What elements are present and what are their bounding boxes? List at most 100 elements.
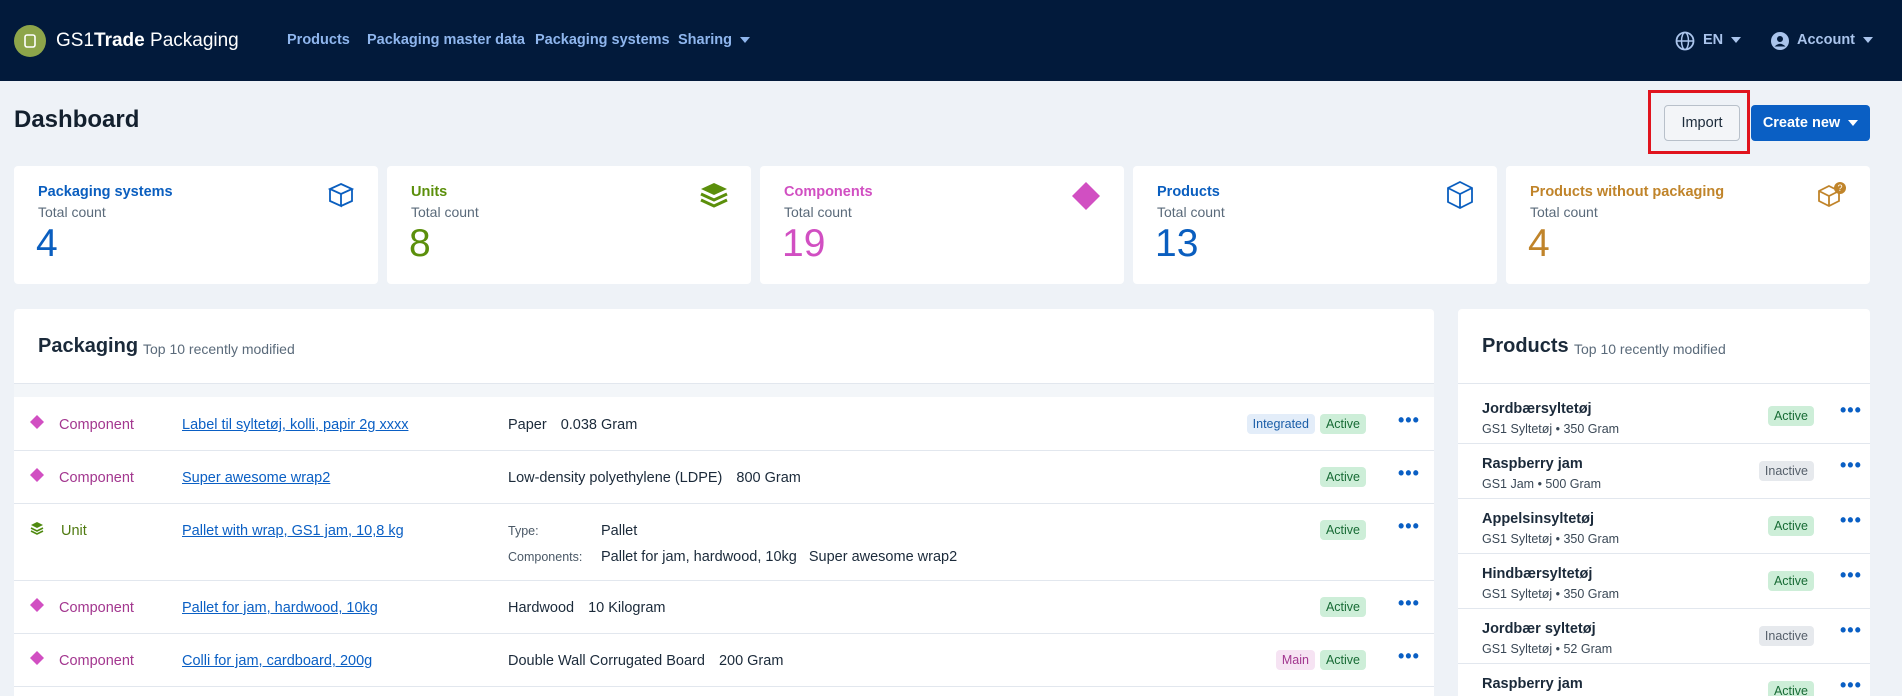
- card-count: 4: [1528, 222, 1550, 265]
- product-name[interactable]: Jordbærsyltetøj: [1482, 401, 1592, 417]
- nav-link[interactable]: Packaging master data: [367, 32, 525, 48]
- status-tag: Active: [1319, 467, 1366, 487]
- account-icon: [1770, 31, 1790, 56]
- material: Double Wall Corrugated Board: [508, 653, 705, 669]
- material: Low-density polyethylene (LDPE): [508, 470, 723, 486]
- panel-title: Products: [1482, 335, 1569, 357]
- product-name[interactable]: Jordbær syltetøj: [1482, 621, 1596, 637]
- packaging-row: Component Super awesome wrap2 Low-density …: [14, 451, 1434, 504]
- kind-label: Component: [59, 470, 134, 486]
- nav-link[interactable]: Products: [287, 32, 350, 48]
- status-tag: Inactive: [1758, 626, 1814, 646]
- detail-label: Type:: [508, 524, 539, 538]
- status-tag: Active: [1767, 516, 1814, 536]
- more-menu[interactable]: •••: [1398, 463, 1420, 483]
- product-name[interactable]: Hindbærsyltetøj: [1482, 566, 1593, 582]
- stat-card[interactable]: Units Total count 8: [387, 166, 751, 284]
- card-icon: [1070, 180, 1102, 217]
- more-menu[interactable]: •••: [1840, 455, 1862, 475]
- status-tag: Integrated: [1246, 414, 1315, 434]
- packaging-row: Component Pallet for jam, hardwood, 10kg H…: [14, 581, 1434, 634]
- kind-label: Component: [59, 600, 134, 616]
- product-detail: GS1 Syltetøj • 52 Gram: [1482, 642, 1613, 656]
- more-menu[interactable]: •••: [1840, 565, 1862, 585]
- details: Paper 0.038 Gram: [508, 417, 637, 433]
- more-menu[interactable]: •••: [1398, 593, 1420, 613]
- amount: 0.038 Gram: [560, 417, 638, 433]
- logo: [14, 25, 46, 57]
- kind-label: Component: [59, 653, 134, 669]
- kind-label: Unit: [61, 523, 87, 539]
- product-row: Jordbær syltetøj GS1 Syltetøj • 52 Gram In…: [1458, 609, 1870, 664]
- product-row: Raspberry jam GS1 Jam • 500 Gram Inactive •…: [1458, 444, 1870, 499]
- card-subtitle: Total count: [38, 204, 106, 220]
- packaging-row: Unit Pallet with wrap, GS1 jam, 10,8 kg Ty…: [14, 504, 1434, 581]
- more-menu[interactable]: •••: [1398, 646, 1420, 666]
- material: Hardwood: [508, 600, 575, 616]
- kind-label: Component: [59, 417, 134, 433]
- product-name[interactable]: Raspberry jam: [1482, 456, 1583, 472]
- kind-icon: [30, 598, 44, 616]
- stat-card[interactable]: Products without packaging Total count 4?: [1506, 166, 1870, 284]
- svg-text:?: ?: [1837, 183, 1842, 193]
- status-tag: Active: [1767, 571, 1814, 591]
- product-detail: GS1 Syltetøj • 350 Gram: [1482, 422, 1620, 436]
- card-icon: [699, 180, 729, 215]
- status-tag: Active: [1319, 520, 1366, 540]
- import-button[interactable]: Import: [1664, 105, 1740, 141]
- card-title: Packaging systems: [38, 184, 173, 200]
- status-tag: Active: [1319, 597, 1366, 617]
- brand[interactable]: GS1Trade Packaging: [56, 30, 239, 52]
- item-link[interactable]: Colli for jam, cardboard, 200g: [182, 653, 373, 669]
- status-tag: Active: [1319, 650, 1366, 670]
- card-title: Components: [784, 184, 873, 200]
- kind-icon: [30, 415, 44, 433]
- tags: Main Active: [1275, 650, 1366, 670]
- product-detail: GS1 Jam • 500 Gram: [1482, 477, 1602, 491]
- product-row: Appelsinsyltetøj GS1 Syltetøj • 350 Gram A…: [1458, 499, 1870, 554]
- amount: 10 Kilogram: [588, 600, 666, 616]
- tags: Integrated Active: [1246, 414, 1366, 434]
- material: Paper: [508, 417, 547, 433]
- status-tag: Active: [1319, 414, 1366, 434]
- component-name: Super awesome wrap2: [808, 549, 958, 565]
- product-name[interactable]: Raspberry jam: [1482, 676, 1583, 692]
- card-count: 13: [1155, 222, 1199, 265]
- item-link[interactable]: Label til syltetøj, kolli, papir 2g xxxx: [182, 417, 409, 433]
- card-subtitle: Total count: [784, 204, 852, 220]
- more-menu[interactable]: •••: [1398, 516, 1420, 536]
- divider: [1458, 383, 1870, 384]
- nav-link[interactable]: Sharing: [678, 32, 750, 48]
- card-icon: [1445, 180, 1475, 215]
- more-menu[interactable]: •••: [1840, 510, 1862, 530]
- more-menu[interactable]: •••: [1840, 620, 1862, 640]
- card-icon: [326, 180, 356, 215]
- more-menu[interactable]: •••: [1840, 400, 1862, 420]
- stat-card[interactable]: Components Total count 19: [760, 166, 1124, 284]
- card-count: 8: [409, 222, 431, 265]
- details: Hardwood 10 Kilogram: [508, 600, 665, 616]
- tags: Active: [1319, 467, 1366, 487]
- item-link[interactable]: Super awesome wrap2: [182, 470, 331, 486]
- account-menu[interactable]: Account: [1797, 32, 1873, 48]
- item-link[interactable]: Pallet with wrap, GS1 jam, 10,8 kg: [182, 523, 404, 539]
- card-title: Products without packaging: [1530, 184, 1725, 200]
- stat-card[interactable]: Packaging systems Total count 4: [14, 166, 378, 284]
- packaging-row: Component Label til syltetøj, kolli, papi…: [14, 398, 1434, 451]
- card-icon: ?: [1816, 180, 1848, 215]
- card-subtitle: Total count: [1157, 204, 1225, 220]
- language-menu[interactable]: EN: [1703, 32, 1742, 48]
- create-new-button[interactable]: Create new: [1751, 105, 1870, 141]
- product-name[interactable]: Appelsinsyltetøj: [1482, 511, 1594, 527]
- panel-title: Packaging: [38, 335, 139, 357]
- card-subtitle: Total count: [1530, 204, 1598, 220]
- item-link[interactable]: Pallet for jam, hardwood, 10kg: [182, 600, 378, 616]
- tags: Active: [1319, 597, 1366, 617]
- stat-card[interactable]: Products Total count 13: [1133, 166, 1497, 284]
- more-menu[interactable]: •••: [1398, 410, 1420, 430]
- product-detail: GS1 Syltetøj • 350 Gram: [1482, 532, 1620, 546]
- nav-link[interactable]: Packaging systems: [535, 32, 670, 48]
- more-menu[interactable]: •••: [1840, 675, 1862, 695]
- card-title: Units: [411, 184, 448, 200]
